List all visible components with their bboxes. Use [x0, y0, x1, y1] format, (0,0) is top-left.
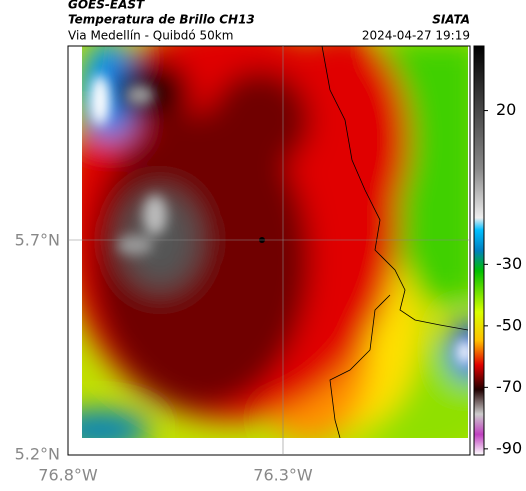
colorbar	[473, 45, 485, 456]
product: Temperatura de Brillo CH13	[68, 13, 255, 27]
lon-label: 76.8°W	[38, 466, 98, 485]
colorbar-tick-label: -30	[496, 254, 522, 273]
source: SIATA	[432, 13, 470, 27]
lat-label: 5.7°N	[15, 231, 60, 250]
lat-label: 5.2°N	[15, 445, 60, 464]
satellite-image	[82, 46, 468, 438]
lon-label: 76.3°W	[253, 466, 313, 485]
map-frame	[67, 45, 471, 456]
satellite: GOES-EAST	[68, 0, 145, 12]
colorbar-tick-label: -70	[496, 377, 522, 396]
location: Via Medellín - Quibdó 50km	[68, 29, 233, 43]
colorbar-tick-label: 20	[496, 100, 516, 119]
colorbar-tick-label: -90	[496, 438, 522, 457]
datetime: 2024-04-27 19:19	[362, 29, 470, 43]
colorbar-tick-label: -50	[496, 315, 522, 334]
